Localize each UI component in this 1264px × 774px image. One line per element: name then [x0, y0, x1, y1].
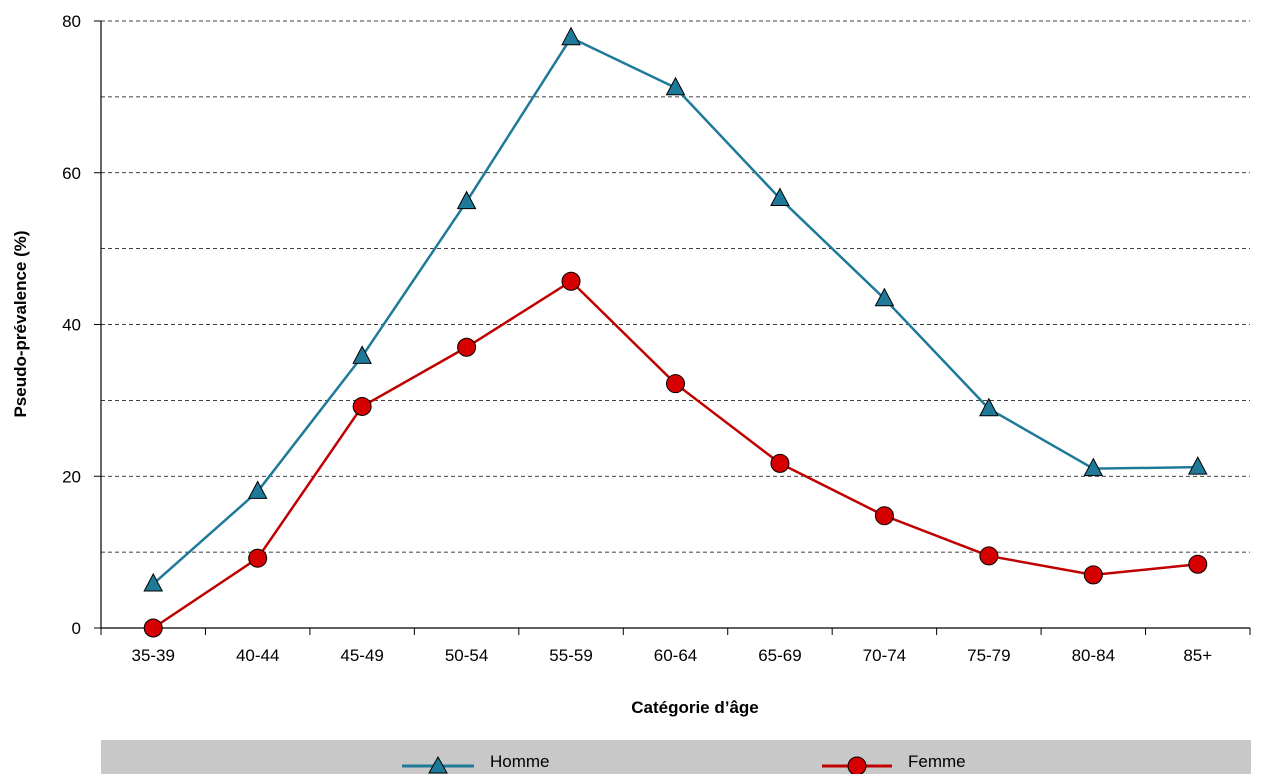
- data-point-homme: [247, 480, 268, 499]
- data-point-homme: [874, 287, 895, 307]
- gridlines: [101, 20, 1250, 553]
- y-tick-label: 80: [62, 12, 81, 31]
- data-point-femme: [561, 271, 581, 291]
- x-tick-labels: 35-39 40-44 45-49 50-54 55-59 60-64 65-69 70-74…: [100, 628, 1251, 665]
- x-tick-label: 75-79: [967, 646, 1010, 665]
- legend-background: [101, 740, 1251, 774]
- data-point-homme: [1187, 456, 1208, 475]
- data-point-homme: [352, 345, 372, 364]
- data-point-homme: [456, 190, 477, 210]
- data-point-homme: [665, 76, 686, 96]
- data-point-homme: [143, 572, 164, 592]
- data-point-femme: [874, 506, 894, 526]
- data-point-femme: [1083, 565, 1103, 585]
- data-point-homme: [561, 26, 581, 46]
- x-tick-label: 35-39: [131, 646, 174, 665]
- legend-marker-homme: [428, 755, 448, 774]
- x-tick-label: 50-54: [445, 646, 488, 665]
- x-tick-label: 65-69: [758, 646, 801, 665]
- y-tick-labels: 0 20 40 60 80: [62, 12, 101, 638]
- legend: Homme Femme: [101, 740, 1251, 774]
- x-tick-label: 40-44: [236, 646, 279, 665]
- data-point-homme: [770, 187, 790, 207]
- y-tick-label: 0: [72, 619, 81, 638]
- data-point-femme: [979, 546, 999, 566]
- data-point-femme: [457, 337, 477, 357]
- data-point-femme: [770, 453, 790, 473]
- data-point-femme: [352, 396, 372, 416]
- legend-marker-femme: [847, 756, 867, 774]
- data-point-femme: [143, 618, 163, 638]
- x-tick-label: 60-64: [654, 646, 697, 665]
- x-axis-title: Catégorie d’âge: [631, 698, 759, 717]
- x-tick-label: 55-59: [549, 646, 592, 665]
- y-tick-label: 60: [62, 164, 81, 183]
- y-axis-title: Pseudo-prévalence (%): [11, 230, 30, 417]
- data-point-femme: [1188, 554, 1208, 574]
- x-tick-label: 45-49: [340, 646, 383, 665]
- x-tick-label: 70-74: [863, 646, 906, 665]
- y-tick-label: 20: [62, 467, 81, 486]
- series-line-homme: [152, 36, 1198, 585]
- legend-label-homme: Homme: [490, 752, 550, 771]
- series-group: [143, 26, 1208, 638]
- data-point-homme: [979, 397, 999, 417]
- legend-label-femme: Femme: [908, 752, 966, 771]
- data-point-femme: [248, 548, 268, 568]
- y-tick-label: 40: [62, 316, 81, 335]
- series-line-femme: [152, 280, 1198, 630]
- data-point-femme: [666, 374, 685, 394]
- x-tick-label: 85+: [1183, 646, 1212, 665]
- data-point-homme: [1083, 457, 1104, 477]
- x-tick-label: 80-84: [1072, 646, 1115, 665]
